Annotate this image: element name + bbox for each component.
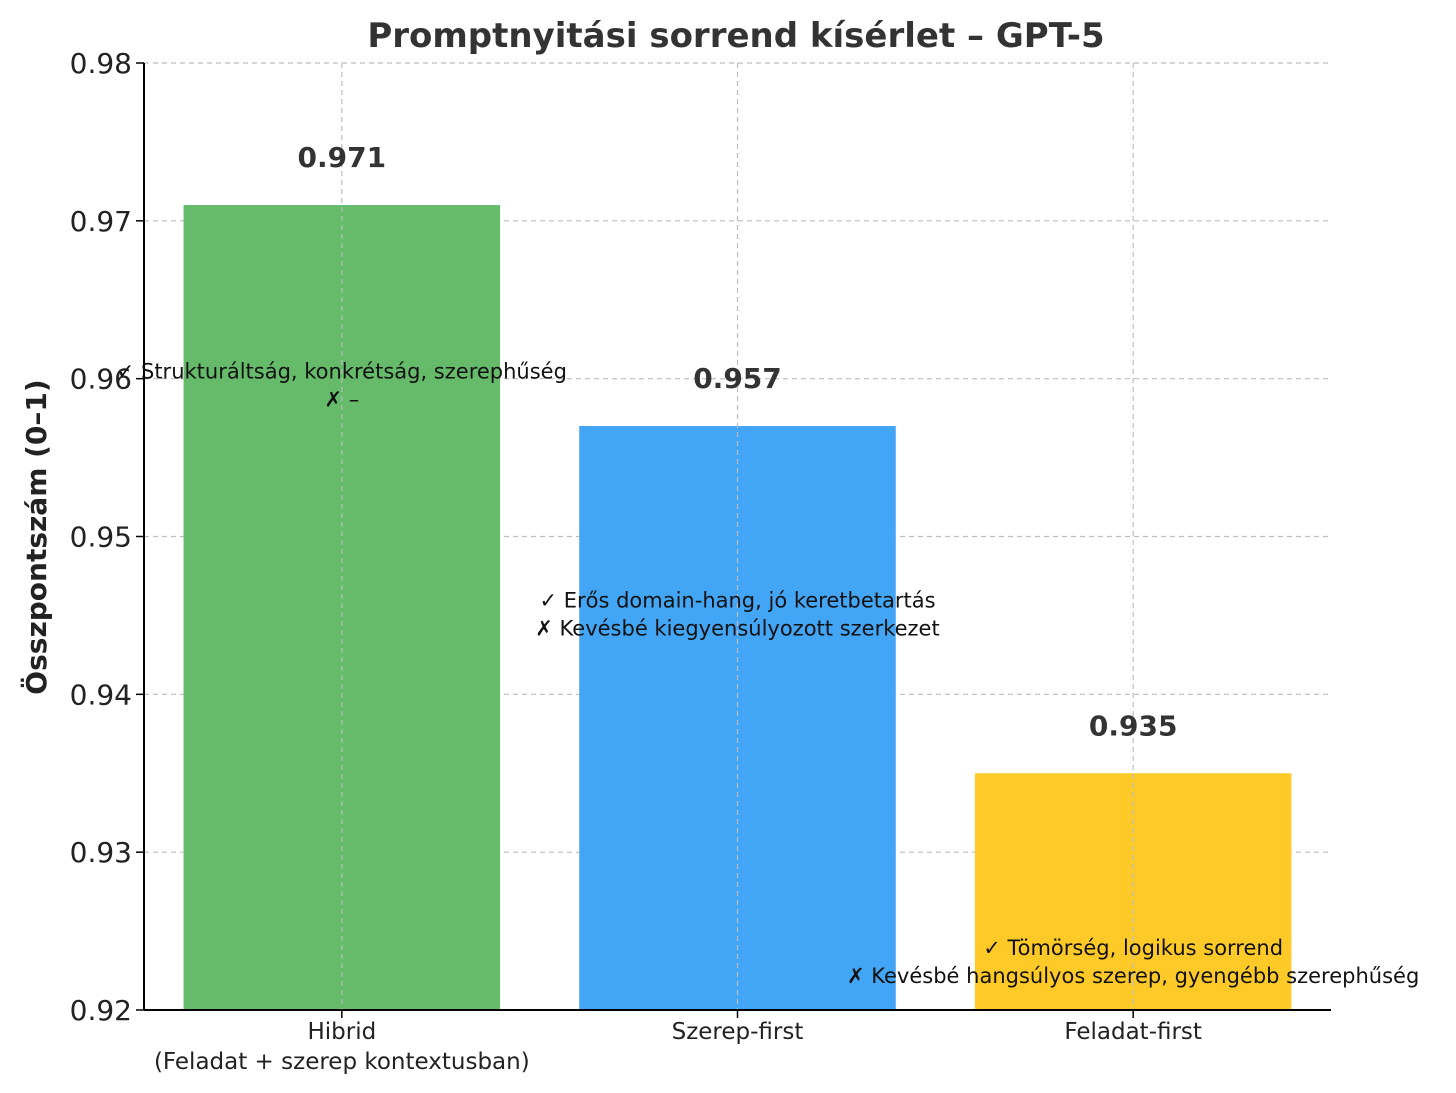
annotation-line: ✓ Tömörség, logikus sorrend [983, 936, 1283, 960]
value-labels: 0.971 0.957 0.935 [298, 141, 1178, 742]
annotation-line: ✓ Erős domain-hang, jó keretbetartás [539, 589, 935, 613]
y-tick-label: 0.95 [70, 521, 132, 554]
y-tick-labels: 0.92 0.93 0.94 0.95 0.96 0.97 0.98 [70, 47, 132, 1027]
y-tick-label: 0.92 [70, 994, 132, 1027]
y-tick-label: 0.97 [70, 205, 132, 238]
x-tick-label: Feladat-first [1064, 1019, 1202, 1045]
annotation-line: ✗ Kevésbé kiegyensúlyozott szerkezet [535, 617, 939, 641]
chart-title: Promptnyitási sorrend kísérlet – GPT-5 [367, 16, 1104, 56]
data-label: 0.971 [298, 141, 387, 174]
annotation-line: ✗ – [324, 388, 359, 412]
x-tick-label: Szerep-first [672, 1019, 804, 1045]
y-tick-label: 0.96 [70, 363, 132, 396]
annotation-line: ✗ Kevésbé hangsúlyos szerep, gyengébb sz… [847, 964, 1419, 988]
y-axis-label: Összpontszám (0–1) [19, 379, 53, 694]
x-tick-label: Hibrid [307, 1019, 376, 1045]
axes [136, 62, 1331, 1018]
y-tick-label: 0.93 [70, 836, 132, 869]
data-label: 0.957 [693, 362, 782, 395]
annotation-line: ✓ Strukturáltság, konkrétság, szerephűsé… [117, 360, 567, 384]
x-tick-label: (Feladat + szerep kontextusban) [154, 1049, 530, 1075]
y-tick-label: 0.94 [70, 678, 132, 711]
bars [183, 63, 1292, 1011]
data-label: 0.935 [1089, 709, 1178, 742]
y-tick-label: 0.98 [70, 47, 132, 80]
x-tick-labels: Hibrid (Feladat + szerep kontextusban) Sze… [154, 1019, 1202, 1075]
annotations: ✓ Strukturáltság, konkrétság, szerephűsé… [117, 360, 1420, 988]
